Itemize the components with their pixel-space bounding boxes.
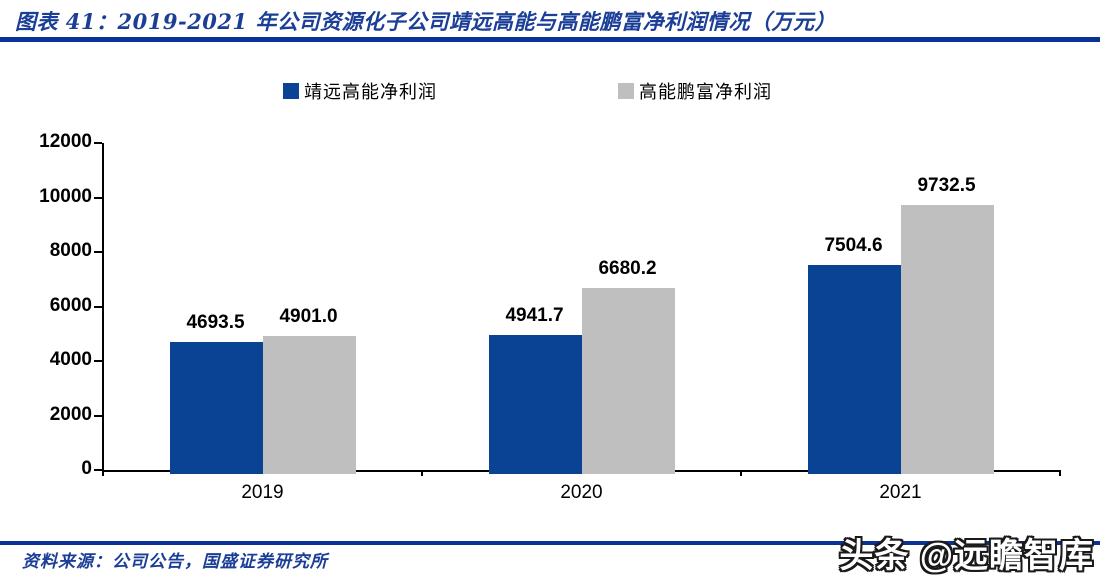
- bar-value-label: 4693.5: [186, 312, 245, 334]
- bar-value-label: 4901.0: [279, 306, 338, 328]
- bar-高能鹏富净利润-2020: [581, 287, 675, 474]
- x-tick-mark: [740, 470, 742, 476]
- bar-value-label: 4941.7: [505, 305, 564, 327]
- y-tick-mark: [94, 142, 102, 144]
- y-tick-label: 10000: [39, 185, 92, 207]
- y-tick-label: 0: [81, 458, 92, 479]
- y-tick-label: 2000: [49, 403, 92, 425]
- x-tick-mark: [1059, 470, 1061, 476]
- legend-label: 高能鹏富净利润: [639, 82, 772, 102]
- y-tick-mark: [94, 251, 102, 253]
- x-tick-mark: [102, 470, 104, 476]
- x-axis-label: 2019: [241, 482, 284, 503]
- y-axis-line: [102, 143, 104, 472]
- y-tick-mark: [94, 414, 102, 417]
- legend-label: 靖远高能净利润: [304, 82, 437, 102]
- y-tick-label: 12000: [39, 131, 92, 152]
- y-tick-mark: [94, 305, 102, 308]
- bar-靖远高能净利润-2021: [807, 265, 901, 474]
- legend-item-gaoneng: 高能鹏富净利润: [618, 78, 772, 104]
- y-tick-mark: [94, 196, 102, 199]
- y-tick-label: 6000: [49, 294, 92, 316]
- legend-swatch-blue-icon: [283, 83, 299, 99]
- footer-divider-line: [0, 541, 1100, 545]
- bar-value-label: 6680.2: [598, 257, 657, 279]
- bar-靖远高能净利润-2019: [169, 342, 263, 474]
- y-tick-label: 4000: [49, 349, 92, 370]
- bar-靖远高能净利润-2020: [488, 335, 582, 474]
- bar-value-label: 7504.6: [824, 235, 883, 257]
- bar-高能鹏富净利润-2021: [900, 204, 994, 474]
- chart-title: 图表 41：2019-2021 年公司资源化子公司靖远高能与高能鹏富净利润情况（…: [15, 9, 836, 34]
- x-axis-label: 2021: [879, 482, 922, 503]
- y-tick-mark: [94, 469, 102, 471]
- x-axis-label: 2020: [560, 482, 603, 503]
- watermark-toutiao: 头条 @远瞻智库: [839, 537, 1094, 575]
- x-tick-mark: [421, 470, 423, 476]
- legend-item-jingyuan: 靖远高能净利润: [283, 78, 437, 104]
- source-note: 资料来源：公司公告，国盛证券研究所: [22, 552, 328, 572]
- header-divider-line: [0, 37, 1100, 42]
- y-tick-label: 8000: [49, 240, 92, 261]
- bar-value-label: 9732.5: [917, 174, 976, 196]
- y-tick-mark: [94, 360, 102, 362]
- legend-swatch-gray-icon: [618, 83, 634, 99]
- bar-高能鹏富净利润-2019: [262, 336, 356, 474]
